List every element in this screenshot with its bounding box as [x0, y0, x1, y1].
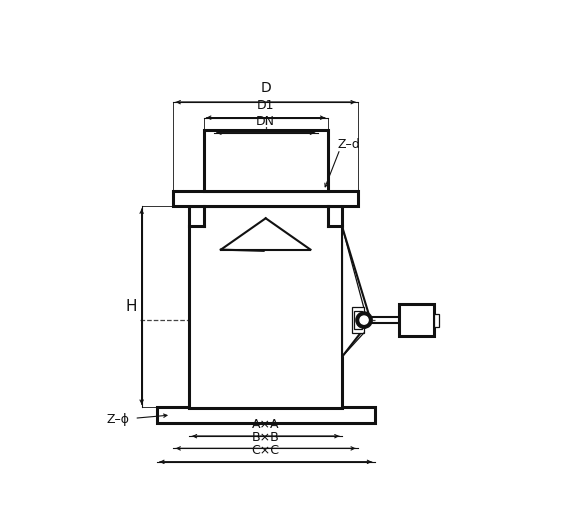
Text: DN: DN [256, 115, 275, 128]
Text: Z–ϕ: Z–ϕ [107, 413, 129, 426]
Circle shape [356, 312, 372, 328]
Bar [399, 304, 434, 336]
Text: D1: D1 [257, 98, 274, 112]
Polygon shape [342, 226, 371, 357]
Bar [354, 311, 362, 329]
Bar [189, 206, 342, 408]
Text: D: D [260, 81, 271, 95]
Text: H: H [126, 299, 137, 314]
Text: C×C: C×C [252, 444, 280, 457]
Text: B×B: B×B [252, 431, 280, 443]
Text: Z–d: Z–d [338, 139, 361, 151]
Bar [173, 190, 358, 206]
Bar [157, 407, 375, 423]
Text: A×A: A×A [252, 418, 280, 431]
Bar [204, 130, 328, 190]
Circle shape [360, 316, 368, 324]
Bar [434, 314, 440, 326]
Bar [352, 307, 364, 333]
